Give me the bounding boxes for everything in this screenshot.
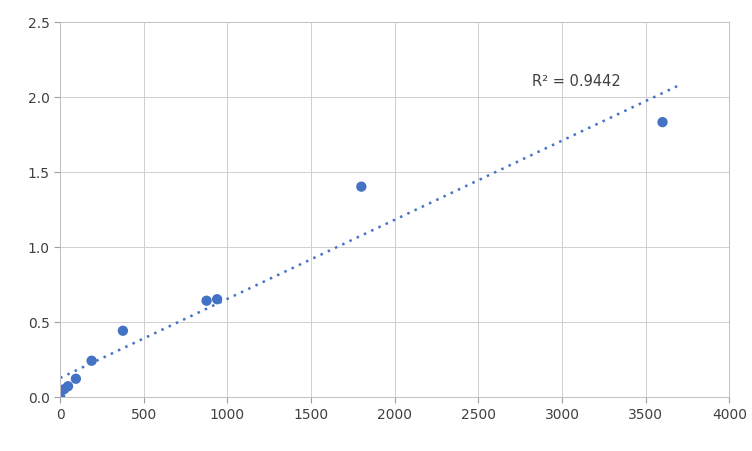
Point	[58, 386, 70, 393]
Point	[86, 357, 98, 364]
Point	[54, 393, 66, 400]
Point	[656, 119, 669, 126]
Point	[62, 383, 74, 390]
Point	[355, 184, 367, 191]
Point	[211, 296, 223, 303]
Text: R² = 0.9442: R² = 0.9442	[532, 74, 620, 88]
Point	[201, 298, 213, 305]
Point	[117, 327, 129, 335]
Point	[70, 375, 82, 382]
